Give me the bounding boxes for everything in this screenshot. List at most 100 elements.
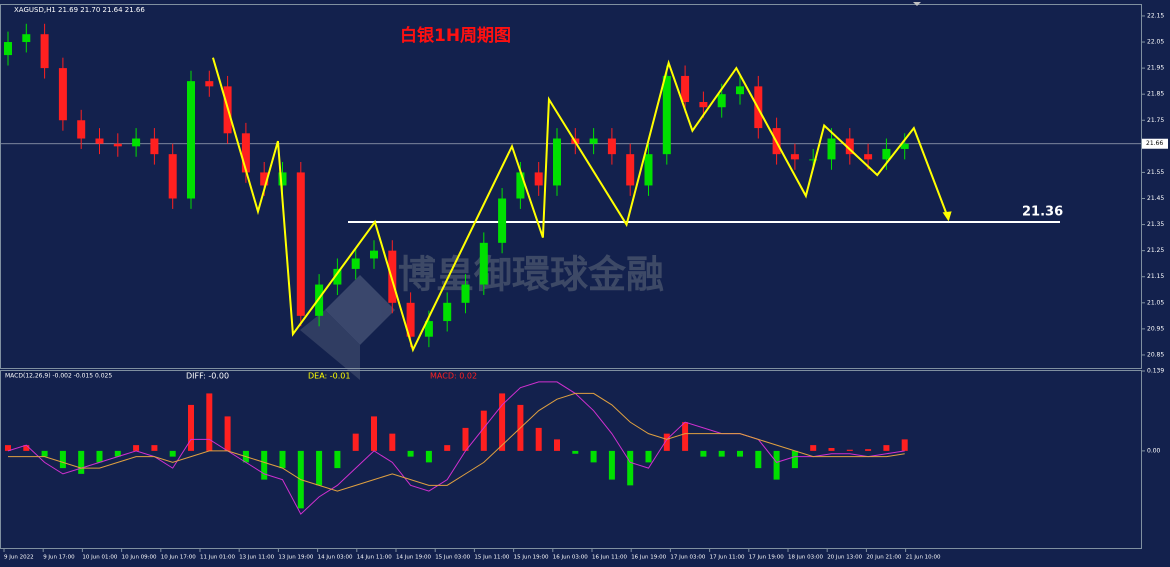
y-tick-label: 0.00 xyxy=(1147,447,1161,454)
histogram-bar xyxy=(554,439,560,451)
candle-body xyxy=(553,138,561,186)
histogram-bar xyxy=(663,433,670,451)
candle-body xyxy=(351,258,360,269)
dea-text: DEA: -0.01 xyxy=(308,372,350,381)
x-tick-label: 15 Jun 11:00 xyxy=(474,555,509,561)
macd-text: MACD: 0.02 xyxy=(430,372,477,381)
histogram-bar xyxy=(41,450,48,457)
candle-body xyxy=(388,250,397,303)
x-tick-label: 17 Jun 19:00 xyxy=(749,555,784,561)
candle-body xyxy=(278,172,287,186)
y-tick-label: 21.15 xyxy=(1147,273,1164,280)
histogram-bar xyxy=(352,433,359,451)
histogram-bar xyxy=(627,450,634,486)
x-tick-label: 13 Jun 11:00 xyxy=(239,555,274,561)
histogram-bar xyxy=(645,450,652,463)
level-label: 21.36 xyxy=(1022,204,1063,219)
price-panel-frame xyxy=(0,4,1142,369)
histogram-bar xyxy=(846,449,853,451)
candle-body xyxy=(187,81,195,199)
histogram-bar xyxy=(773,450,780,480)
dea-line xyxy=(8,392,905,492)
candle-body xyxy=(882,148,891,160)
candle-body xyxy=(77,120,86,139)
x-tick-label: 11 Jun 01:00 xyxy=(200,555,235,561)
x-tick-label: 14 Jun 11:00 xyxy=(357,555,392,561)
histogram-bar xyxy=(755,450,762,469)
histogram-bar xyxy=(590,450,597,463)
candle-body xyxy=(40,34,49,69)
y-tick-label: 22.15 xyxy=(1147,12,1164,19)
histogram-bar xyxy=(169,450,176,457)
watermark: 博皇御環球金融 xyxy=(398,253,664,297)
macd-label: MACD(12,26,9) -0.002 -0.015 0.025 xyxy=(5,373,112,380)
candle-body xyxy=(260,172,269,186)
candle-body xyxy=(333,268,342,285)
histogram-bar xyxy=(5,445,11,451)
candle-body xyxy=(132,138,141,147)
x-tick-label: 16 Jun 03:00 xyxy=(553,555,588,561)
candle-body xyxy=(662,75,671,155)
candle-body xyxy=(516,172,525,199)
histogram-bar xyxy=(114,450,121,457)
candle-body xyxy=(22,34,31,43)
chart-title: 白银1H周期图 xyxy=(400,25,511,46)
histogram-bar xyxy=(791,450,798,469)
y-tick-label: 21.95 xyxy=(1147,65,1164,72)
candle-body xyxy=(424,321,433,337)
histogram-bar xyxy=(682,422,689,451)
histogram-bar xyxy=(78,450,85,474)
x-tick-label: 17 Jun 03:00 xyxy=(670,555,705,561)
candle-body xyxy=(150,138,159,155)
histogram-bar xyxy=(133,445,140,451)
x-tick-label: 13 Jun 19:00 xyxy=(278,555,313,561)
histogram-bar xyxy=(334,450,341,469)
x-tick-label: 10 Jun 17:00 xyxy=(161,555,196,561)
candle-body xyxy=(461,284,470,303)
candle-body xyxy=(864,154,873,160)
candle-body xyxy=(607,138,616,155)
histogram-bar xyxy=(480,410,487,451)
candle-body xyxy=(479,242,488,285)
candle-body xyxy=(589,138,598,144)
x-tick-label: 17 Jun 11:00 xyxy=(710,555,745,561)
shift-marker xyxy=(913,2,921,6)
y-tick-label: 21.25 xyxy=(1147,247,1164,254)
y-tick-label: 21.35 xyxy=(1147,221,1164,228)
candle-body xyxy=(58,68,67,121)
histogram-bar xyxy=(261,450,268,480)
histogram-bar xyxy=(316,450,323,486)
histogram-bar xyxy=(59,450,66,469)
histogram-bar xyxy=(462,427,469,451)
candle-body xyxy=(534,172,543,186)
candle-body xyxy=(900,143,909,149)
x-tick-label: 9 Jun 2022 xyxy=(4,555,34,561)
x-tick-label: 15 Jun 19:00 xyxy=(514,555,549,561)
histogram-bar xyxy=(883,445,890,451)
histogram-bar xyxy=(224,416,231,451)
candle-body xyxy=(241,133,250,173)
candle-body xyxy=(406,302,415,337)
y-tick-label: 21.05 xyxy=(1147,299,1164,306)
candle-body xyxy=(699,102,708,108)
y-tick-label: 20.85 xyxy=(1147,351,1164,358)
candle-body xyxy=(168,154,177,199)
candle-body xyxy=(370,250,378,259)
candle-body xyxy=(717,94,726,108)
candle-body xyxy=(790,154,799,160)
x-tick-label: 14 Jun 19:00 xyxy=(396,555,431,561)
x-tick-label: 18 Jun 03:00 xyxy=(788,555,823,561)
candle-body xyxy=(4,42,12,56)
histogram-bar xyxy=(407,450,414,457)
candle-body xyxy=(644,154,653,186)
histogram-bar xyxy=(23,445,30,451)
y-tick-label: 21.55 xyxy=(1147,169,1164,176)
y-tick-label: 0.139 xyxy=(1147,368,1164,375)
histogram-bar xyxy=(96,450,103,463)
y-tick-label: 21.75 xyxy=(1147,117,1164,124)
histogram-bar xyxy=(279,450,286,469)
y-tick-label: 22.05 xyxy=(1147,39,1164,46)
zigzag-arrowhead xyxy=(942,211,952,222)
histogram-bar xyxy=(865,449,872,451)
